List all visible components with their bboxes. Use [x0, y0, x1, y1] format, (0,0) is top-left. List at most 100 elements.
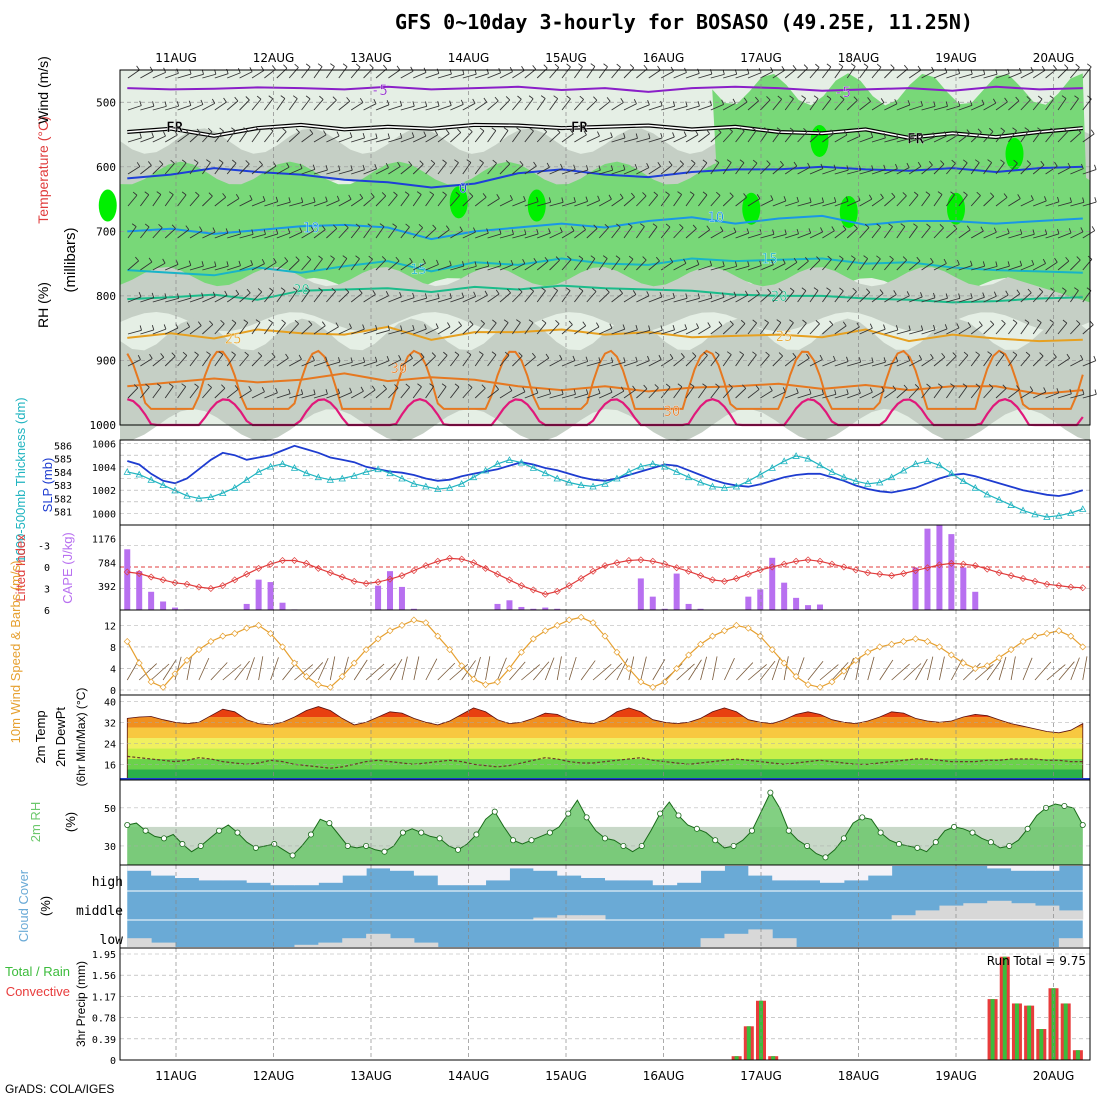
wind-barb — [1045, 392, 1059, 399]
wind-barb — [462, 131, 473, 143]
wind-barb-flag — [306, 255, 312, 260]
wind-barb-flag — [374, 356, 378, 362]
wind-barb-10m — [437, 662, 456, 681]
wind-barb — [350, 66, 361, 79]
wind-barb-flag — [508, 386, 513, 391]
wind-barb — [896, 295, 910, 303]
wind-barb-flag — [468, 127, 473, 133]
wind-barb — [822, 259, 832, 271]
wind-barb — [599, 361, 613, 367]
wind-barb-flag — [931, 66, 935, 72]
lifted-index-point — [529, 586, 537, 594]
wind-barb-10m — [879, 659, 894, 681]
thickness-point — [971, 483, 979, 491]
isotherm-10 — [127, 214, 1083, 241]
thickness-point — [458, 479, 466, 487]
ylabel-cloud-part: Cloud Cover — [16, 869, 31, 942]
wind-barb — [474, 294, 488, 303]
wind-barb — [884, 259, 894, 271]
wind-barb — [995, 197, 1008, 207]
wind-barb — [264, 322, 273, 335]
wind-speed-point — [804, 681, 812, 689]
lifted-index-point — [661, 560, 669, 568]
wind-barb — [202, 387, 212, 399]
wind-barb-flag — [672, 292, 675, 298]
cloud-high-clear — [1034, 866, 1060, 871]
wind-barb — [239, 163, 250, 175]
wind-barb-flag — [658, 354, 662, 360]
wind-barb-flag — [945, 101, 948, 107]
wind-barb — [301, 324, 313, 335]
wind-barb — [896, 226, 906, 239]
wind-barb — [413, 105, 427, 111]
wind-barb — [871, 169, 886, 175]
wind-barb-flag — [772, 229, 775, 235]
ylabel-temperature: Temperature (°C) — [35, 116, 51, 224]
wind-barb — [437, 194, 447, 207]
wind-barb-flag — [300, 389, 304, 395]
wind-barb — [177, 355, 188, 367]
wind-barb — [822, 290, 831, 303]
wind-barb-flag — [876, 255, 881, 260]
wind-barb-10m — [234, 660, 250, 681]
wind-barb — [127, 260, 139, 271]
wind-barb — [152, 227, 163, 239]
wind-barb — [921, 164, 933, 175]
wind-barb — [685, 327, 699, 335]
wind-barb — [127, 166, 141, 175]
cloud-middle — [557, 915, 582, 920]
wind-barb-flag — [789, 127, 795, 132]
wind-barb-10m — [771, 657, 781, 681]
wind-barb-flag — [995, 261, 998, 267]
wind-barb — [326, 326, 339, 335]
wind-barb-flag — [158, 223, 163, 228]
lifted-index-point — [1019, 574, 1027, 582]
wind-barb-flag — [729, 320, 734, 325]
wind-barb — [660, 164, 673, 175]
wind-barb — [264, 130, 274, 143]
wind-barb-flag — [782, 258, 786, 264]
wind-barb-flag — [826, 95, 832, 100]
wind-barb — [1033, 200, 1047, 207]
wind-barb — [723, 265, 737, 271]
wind-barb — [636, 104, 650, 111]
wind-barb — [437, 326, 451, 335]
wind-barb — [326, 200, 340, 207]
lifted-index-point — [458, 555, 466, 563]
wind-barb-flag — [566, 63, 571, 68]
wind-barb-flag — [685, 293, 688, 299]
wind-barb — [623, 168, 638, 175]
wind-barb-flag — [632, 385, 636, 391]
wind-barb-flag — [714, 351, 720, 356]
wind-barb-flag — [262, 195, 266, 201]
wind-barb — [425, 72, 439, 79]
wind-barb-flag — [632, 290, 637, 295]
thickness-point — [481, 466, 490, 474]
cape-bar — [518, 606, 525, 610]
wind-barb-flag — [792, 65, 797, 70]
wind-barb — [797, 322, 807, 335]
wind-barb — [276, 166, 290, 175]
wind-barb-flag — [672, 324, 675, 330]
wind-barb — [871, 293, 884, 303]
cloud-high-clear — [342, 866, 367, 876]
wind-barb — [450, 296, 464, 303]
wind-barb-flag — [696, 259, 700, 265]
rh2m-point — [602, 835, 609, 842]
wind-barb-flag — [139, 133, 142, 139]
lifted-index-point — [171, 579, 179, 587]
wind-barb-flag — [224, 290, 228, 296]
wind-barb — [933, 105, 948, 111]
wind-barb-flag — [499, 229, 502, 235]
wind-barb — [413, 328, 427, 335]
lifted-index-point — [804, 556, 812, 564]
wind-barb — [722, 162, 732, 175]
wind-barb — [648, 296, 663, 303]
cloud-middle — [939, 905, 964, 920]
wind-barb-flag — [305, 287, 310, 291]
wind-speed-point — [935, 643, 943, 651]
wind-barb — [177, 326, 190, 335]
wind-barb — [1008, 163, 1018, 175]
wind-barb-flag — [609, 323, 613, 329]
wind-barb-flag — [871, 357, 874, 363]
